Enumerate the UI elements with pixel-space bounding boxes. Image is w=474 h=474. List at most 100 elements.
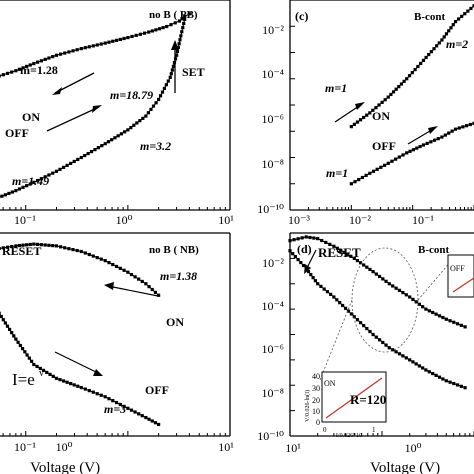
panel-b-series: [0, 12, 191, 200]
data-point: [453, 20, 458, 24]
data-point: [93, 148, 97, 152]
data-point: [47, 56, 51, 60]
data-point: [407, 74, 412, 78]
inset-ytick-2: 20: [312, 396, 320, 405]
data-point: [183, 17, 187, 21]
data-point: [7, 191, 11, 196]
data-point: [455, 322, 460, 326]
data-point: [23, 350, 27, 354]
data-point: [352, 315, 356, 319]
data-point: [463, 386, 467, 390]
data-point: [154, 28, 158, 32]
data-point: [111, 399, 115, 403]
data-point: [429, 50, 433, 54]
data-point: [437, 314, 442, 318]
data-point: [452, 320, 456, 324]
data-point: [352, 122, 357, 126]
data-point: [357, 177, 361, 182]
data-point: [126, 128, 130, 132]
data-point: [415, 146, 419, 150]
data-point: [151, 104, 156, 108]
data-point: [133, 410, 137, 414]
data-point: [0, 194, 4, 198]
connector-line-2: [417, 259, 453, 301]
data-point: [29, 359, 34, 363]
data-point: [144, 282, 148, 286]
data-point: [10, 190, 14, 194]
data-point: [394, 286, 398, 290]
ytick-d-3: 10⁻⁸: [261, 386, 284, 400]
data-point: [360, 175, 365, 180]
data-point: [86, 151, 90, 156]
data-point: [58, 167, 62, 171]
data-point: [343, 306, 348, 310]
data-point: [418, 144, 422, 149]
data-point: [417, 364, 422, 368]
data-point: [119, 132, 123, 136]
data-point: [329, 292, 333, 296]
data-point: [54, 376, 59, 380]
data-point: [306, 269, 311, 274]
inset-ytick-3: 10: [312, 407, 320, 416]
data-point: [413, 67, 417, 72]
data-point: [345, 252, 350, 256]
data-point: [39, 59, 43, 63]
tick-label-b-1: 10⁰: [116, 213, 133, 227]
data-point: [107, 261, 111, 265]
data-point: [411, 360, 415, 364]
data-point: [118, 266, 122, 270]
data-point: [449, 26, 453, 30]
ytick-c-1: 10⁻⁴: [261, 67, 284, 81]
data-point: [130, 34, 134, 39]
data-point: [377, 338, 382, 342]
data-point: [441, 315, 445, 320]
arrowhead-d-reset: [304, 264, 311, 274]
annot-d-reset: RESET: [318, 245, 361, 260]
data-point: [87, 45, 91, 49]
data-point: [386, 95, 390, 99]
data-point: [79, 155, 83, 160]
data-point: [444, 317, 448, 321]
data-point: [72, 159, 76, 164]
data-point: [364, 173, 368, 177]
arrow-b-on: [54, 72, 95, 94]
tick-label-b-0: 10⁻¹: [14, 213, 36, 227]
data-point: [63, 51, 67, 55]
highlight-ellipse: [351, 247, 419, 353]
data-point: [7, 327, 12, 332]
data-point: [36, 178, 40, 183]
data-point: [352, 256, 356, 260]
data-point: [174, 53, 179, 57]
data-point: [5, 71, 10, 75]
inset-off-fit: [452, 277, 474, 293]
annot-b-on: ON: [22, 110, 40, 124]
data-point: [410, 71, 414, 75]
data-point: [123, 130, 127, 134]
ytick-c-4: 10⁻¹⁰: [257, 202, 284, 216]
data-point: [374, 106, 378, 110]
data-point: [32, 180, 36, 184]
arrow-e-off: [54, 351, 101, 375]
data-point: [36, 60, 40, 64]
data-point: [32, 61, 36, 66]
data-point: [118, 402, 122, 407]
panel-b-ticks: [2, 205, 231, 210]
data-point: [59, 52, 63, 56]
data-point: [465, 124, 469, 128]
data-point: [27, 356, 31, 360]
xtick-e-0: 10⁻¹: [14, 440, 36, 454]
data-point: [129, 125, 133, 130]
annot-c-m1-bottom: m=1: [326, 166, 348, 180]
data-point: [3, 321, 8, 325]
data-point: [435, 44, 439, 48]
data-point: [427, 370, 431, 374]
data-point: [16, 340, 20, 344]
data-point: [153, 421, 158, 425]
data-point: [75, 48, 79, 52]
data-point: [147, 285, 151, 289]
data-point: [14, 244, 18, 248]
data-point: [408, 358, 412, 362]
data-point: [103, 41, 107, 45]
data-point: [165, 24, 169, 29]
data-point: [10, 244, 14, 249]
